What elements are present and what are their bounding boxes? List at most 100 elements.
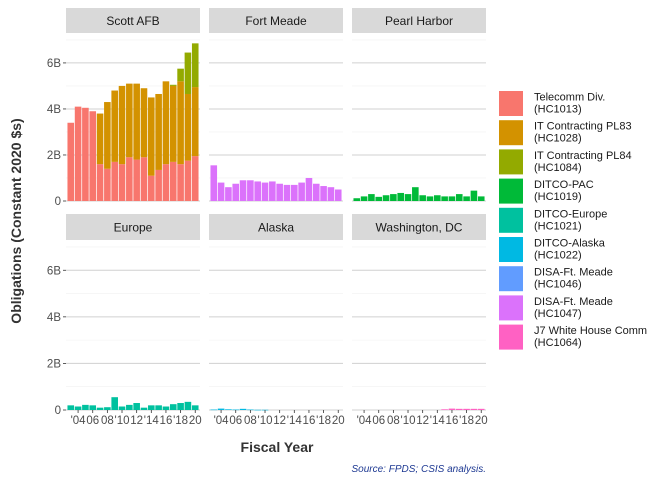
bar: [397, 192, 404, 201]
facet-strip: [352, 8, 486, 33]
bar: [441, 196, 448, 201]
legend-label: DISA-Ft. Meade (HC1047): [534, 296, 613, 320]
bar: [360, 196, 368, 201]
bar: [191, 405, 199, 410]
bar: [148, 97, 155, 176]
bar: [133, 83, 140, 160]
bar: [184, 52, 192, 94]
x-tick-label: '14: [287, 415, 303, 427]
bar: [169, 161, 177, 201]
facet-panel: Europe 0 2B 4B 6B '04 06 08'10 12'14 16'18 20: [47, 214, 202, 427]
bar: [434, 195, 441, 201]
bar: [217, 182, 225, 201]
plot-background: [66, 240, 200, 410]
bar: [191, 156, 199, 201]
plot-background: [209, 33, 343, 201]
facet-panel: Washington, DC '04 06 08'10 12'14 16'18 20: [352, 214, 488, 427]
bar: [104, 407, 111, 410]
legend-key: [499, 324, 523, 350]
bar: [217, 408, 225, 410]
legend-key: [499, 295, 523, 321]
bar: [463, 196, 470, 201]
legend-key: [499, 178, 523, 204]
bar: [291, 184, 298, 201]
legend-key: [499, 91, 523, 116]
legend-key: [499, 207, 523, 233]
bar: [426, 196, 434, 201]
bar: [177, 68, 184, 82]
facet-title: Fort Meade: [245, 14, 307, 28]
bar: [327, 187, 335, 201]
bar: [126, 157, 133, 201]
legend-label: DITCO-Europe (HC1021): [534, 208, 607, 232]
bar: [169, 84, 177, 86]
facet-title: Alaska: [258, 221, 294, 235]
plot-background: [352, 33, 486, 201]
legend-label: DITCO-PAC (HC1019): [534, 179, 594, 203]
bar: [225, 409, 232, 410]
facet-title: Washington, DC: [376, 221, 463, 235]
bar: [169, 404, 177, 410]
bar: [177, 403, 184, 410]
bar: [210, 409, 218, 411]
bar: [283, 184, 291, 201]
x-tick-label: '04: [214, 415, 230, 427]
bar: [455, 408, 463, 410]
y-tick-label: 2B: [47, 358, 61, 370]
x-axis-title: Fiscal Year: [241, 439, 314, 455]
facet-title: Scott AFB: [106, 14, 159, 28]
plot-background: [209, 240, 343, 410]
bar: [155, 405, 162, 410]
x-tick-label: 06: [372, 415, 385, 427]
x-tick-label: 08: [101, 415, 114, 427]
bar: [247, 409, 254, 411]
x-tick-label: 16: [160, 415, 173, 427]
bar: [448, 408, 456, 410]
facet-strip: [209, 8, 343, 33]
facet-panel: Fort Meade: [209, 8, 343, 202]
bar: [155, 93, 162, 170]
x-tick-label: 20: [332, 415, 345, 427]
bar: [67, 405, 75, 410]
x-tick-label: '04: [71, 415, 87, 427]
legend-label: IT Contracting PL84 (HC1084): [534, 150, 632, 174]
bar: [191, 43, 199, 88]
bar: [441, 409, 448, 410]
x-tick-label: '18: [173, 415, 188, 427]
legend-key: [499, 149, 523, 175]
bar: [353, 198, 361, 201]
x-tick-label: 06: [86, 415, 99, 427]
facet-title: Europe: [114, 221, 153, 235]
y-tick-label: 0: [55, 196, 61, 208]
x-tick-label: '04: [357, 415, 373, 427]
bar: [169, 85, 177, 162]
legend-key: [499, 120, 523, 146]
bar: [155, 169, 162, 201]
facet-title: Pearl Harbor: [385, 14, 453, 28]
x-tick-label: 16: [446, 415, 459, 427]
facet-strip: [66, 214, 200, 240]
legend: Telecomm Div. (HC1013) IT Contracting PL83…: [499, 91, 647, 350]
bar: [140, 157, 148, 201]
x-tick-label: 20: [189, 415, 202, 427]
bar: [254, 409, 261, 411]
bar: [111, 90, 118, 162]
y-axis-title: Obligations (Constant 2020 $s): [8, 118, 24, 323]
facet-panel: Alaska '04 06 08'10 12'14 16'18 20: [209, 214, 345, 427]
bar: [74, 406, 82, 410]
bar: [118, 164, 126, 201]
bar: [368, 194, 375, 201]
legend-label: DISA-Ft. Meade (HC1046): [534, 267, 613, 291]
bar: [254, 181, 261, 201]
x-tick-label: 12: [416, 415, 429, 427]
x-tick-label: 08: [244, 415, 257, 427]
legend-label: DITCO-Alaska (HC1022): [534, 238, 606, 262]
facet-panel: Pearl Harbor: [352, 8, 486, 202]
y-tick-label: 4B: [47, 104, 61, 116]
bar: [162, 406, 170, 410]
x-tick-label: 08: [387, 415, 400, 427]
x-tick-label: 06: [229, 415, 242, 427]
bar: [177, 164, 184, 201]
bar: [104, 102, 111, 169]
bar: [239, 408, 247, 410]
